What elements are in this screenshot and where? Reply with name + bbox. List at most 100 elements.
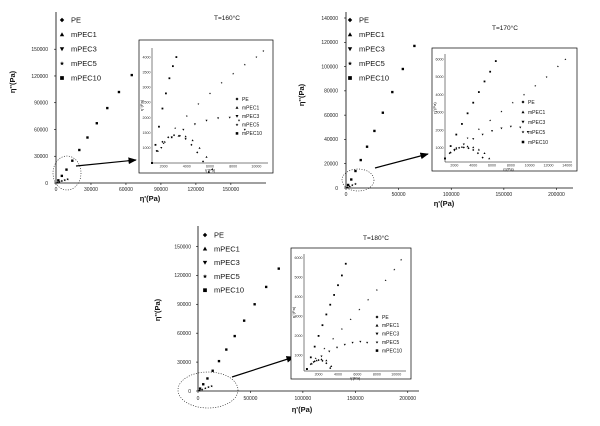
inset-legend-label-mpec1: mPEC1 <box>382 323 399 329</box>
y-axis-label: η''(Pa) <box>8 70 17 93</box>
inset-legend-label-mpec5: mPEC5 <box>382 340 399 346</box>
inset-data-point-pe <box>329 367 332 370</box>
inset-data-point-mpec10 <box>161 107 164 110</box>
data-point-mpec10 <box>117 90 121 94</box>
data-point-mpec10 <box>202 383 205 386</box>
y-axis-label: η''(Pa) <box>153 298 162 321</box>
inset-data-point-mpec3 <box>453 149 456 152</box>
data-point-mpec10 <box>346 183 350 187</box>
legend-marker-pe <box>59 17 65 23</box>
inset-data-point-pe <box>453 148 456 151</box>
inset-legend-marker-mpec10 <box>375 349 379 352</box>
inset-x-tick-label: 8000 <box>229 165 237 169</box>
inset-data-point-mpec3 <box>237 119 241 122</box>
zoom-arrow <box>231 356 295 378</box>
inset-data-point-mpec5 <box>556 65 559 68</box>
inset-data-point-mpec1 <box>325 359 328 362</box>
y-tick-label: 120000 <box>174 273 191 279</box>
data-point-mpec5 <box>66 177 69 181</box>
inset-data-point-mpec10 <box>483 80 486 83</box>
inset-data-point-mpec3 <box>366 341 369 344</box>
inset-data-point-mpec3 <box>526 131 529 133</box>
inset-legend-label-pe: PE <box>382 315 389 321</box>
inset-frame <box>290 247 412 380</box>
legend-label-pe: PE <box>71 16 81 25</box>
inset-data-point-mpec1 <box>163 140 166 143</box>
inset-data-point-pe <box>201 160 205 163</box>
inset-data-point-mpec5 <box>393 268 396 271</box>
y-tick-label: 100000 <box>321 64 338 70</box>
inset-data-point-mpec1 <box>483 152 486 154</box>
inset-data-point-mpec3 <box>320 355 323 358</box>
data-point-mpec10 <box>78 148 81 152</box>
inset-data-point-mpec10 <box>477 91 480 93</box>
inset-data-point-mpec3 <box>335 346 339 349</box>
inset-data-point-mpec1 <box>211 168 214 170</box>
inset-x-tick-label: 6000 <box>206 165 214 169</box>
legend-label-mpec3: mPEC3 <box>214 258 240 267</box>
chart-title: T=160°C <box>214 14 240 22</box>
data-point-mpec5 <box>348 185 352 188</box>
chart-title: T=180°C <box>363 234 389 242</box>
inset-data-point-pe <box>467 147 470 150</box>
data-point-mpec10 <box>365 145 369 148</box>
inset-frame <box>138 39 274 174</box>
inset-data-point-mpec10 <box>309 356 312 359</box>
x-tick-label: 100000 <box>295 396 312 402</box>
inset-y-tick-label: 1500 <box>143 131 151 135</box>
y-tick-label: 150000 <box>174 244 191 250</box>
inset-data-point-mpec10 <box>165 92 167 95</box>
inset-data-point-mpec5 <box>185 115 188 117</box>
inset-data-point-mpec3 <box>500 127 503 130</box>
legend-marker-pe <box>347 17 353 23</box>
inset-legend-marker-mpec5 <box>375 340 379 344</box>
legend-marker-mpec5 <box>59 61 65 66</box>
legend-label-pe: PE <box>214 231 224 240</box>
legend-label-mpec3: mPEC3 <box>71 45 97 54</box>
inset-legend-label-mpec1: mPEC1 <box>242 105 259 111</box>
inset-legend-label-mpec3: mPEC3 <box>242 114 259 120</box>
legend-label-mpec10: mPEC10 <box>359 74 389 83</box>
data-point-mpec10 <box>277 267 280 270</box>
inset-data-point-mpec3 <box>193 123 196 126</box>
legend-marker-mpec10 <box>348 76 352 80</box>
inset-data-point-mpec10 <box>313 345 316 348</box>
inset-data-point-pe <box>481 156 484 159</box>
inset-x-tick-label: 14000 <box>562 164 572 168</box>
inset-x-tick-label: 10000 <box>251 165 261 169</box>
inset-y-axis-label: η''(Pa) <box>139 99 144 111</box>
legend-label-mpec5: mPEC5 <box>214 272 240 281</box>
legend-marker-mpec10 <box>60 76 64 80</box>
legend-marker-mpec3 <box>202 260 208 265</box>
inset-data-point-mpec10 <box>337 284 339 287</box>
inset-data-point-mpec3 <box>490 130 494 133</box>
inset-data-point-mpec5 <box>349 318 352 321</box>
inset-data-point-mpec10 <box>489 70 492 73</box>
inset-data-point-mpec5 <box>466 137 469 139</box>
y-tick-label: 0 <box>335 186 338 192</box>
y-axis-label: η''(Pa) <box>297 83 306 106</box>
y-tick-label: 0 <box>45 181 48 187</box>
data-point-mpec5 <box>204 386 207 390</box>
inset-legend-marker-pe <box>521 100 525 104</box>
data-point-mpec10 <box>391 90 394 94</box>
inset-x-tick-label: 8000 <box>507 164 515 168</box>
chart-panel-2: 0 20000 40000 60000 80000 100000 120000 140000 0… <box>297 12 578 208</box>
inset-y-tick-label: 5000 <box>436 75 444 79</box>
inset-y-tick-label: 4000 <box>295 295 303 299</box>
legend-label-mpec5: mPEC5 <box>359 59 385 68</box>
inset-x-tick-label: 4000 <box>183 165 191 169</box>
inset-data-point-mpec5 <box>340 328 343 330</box>
legend-marker-mpec10 <box>203 288 207 293</box>
inset-data-point-mpec5 <box>564 58 567 61</box>
zoom-region-ellipse <box>177 371 239 409</box>
data-point-mpec10 <box>381 111 385 114</box>
y-tick-label: 60000 <box>34 127 48 133</box>
inset-data-point-pe <box>325 362 328 365</box>
inset-data-point-mpec5 <box>332 337 335 340</box>
data-point-mpec5 <box>200 388 204 391</box>
inset-data-point-mpec1 <box>466 145 469 148</box>
inset-x-axis-label: η'(Pa) <box>503 167 514 172</box>
inset-data-point-mpec3 <box>472 138 475 141</box>
inset-legend-label-mpec1: mPEC1 <box>528 110 545 116</box>
